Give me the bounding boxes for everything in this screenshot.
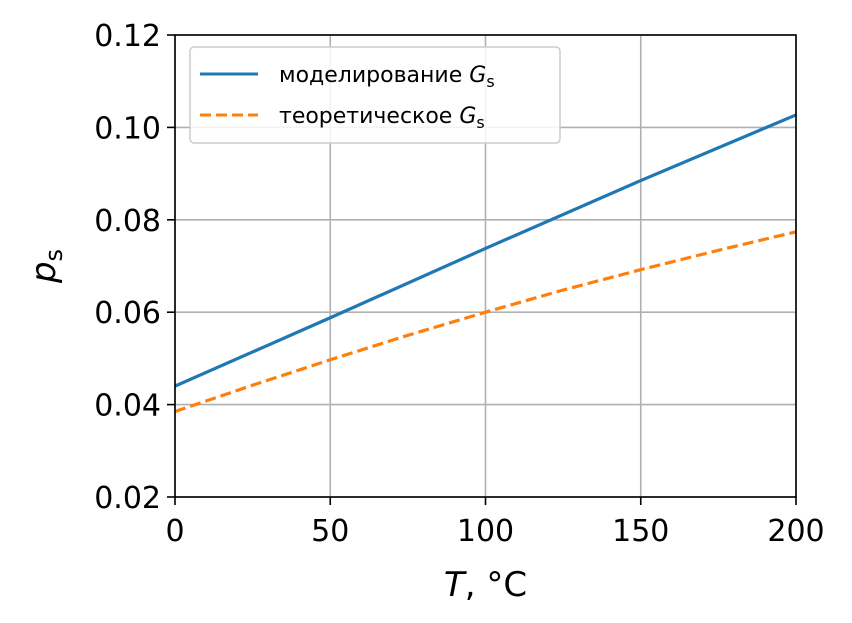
x-tick-label: 200 [767,514,824,549]
x-axis-unit: , °C [465,565,527,605]
x-tick-label: 0 [165,514,184,549]
legend: моделирование Gs теоретическое Gs [189,46,561,144]
legend-var-theory: G [459,104,476,129]
y-tick-label: 0.02 [94,481,161,516]
y-tick-label: 0.10 [94,111,161,146]
y-axis-label: ps [24,249,68,284]
y-axis-var: p [24,261,64,284]
legend-text-model: моделирование [279,63,469,88]
x-tick-label: 150 [612,514,669,549]
x-tick-label: 50 [311,514,349,549]
legend-var-model: G [469,63,486,88]
x-axis-var: T [444,565,467,605]
legend-sub-theory: s [476,113,484,132]
series-line-0 [174,113,797,388]
y-tick-label: 0.12 [94,19,161,54]
series-layer [174,113,797,414]
y-tick-label: 0.06 [94,296,161,331]
x-axis-label: T, °C [444,565,527,605]
y-tick-label: 0.08 [94,204,161,239]
legend-box [189,46,561,144]
y-axis-sub: s [40,249,68,262]
legend-text-theory: теоретическое [279,104,459,129]
legend-label-theory: теоретическое Gs [279,104,485,132]
legend-label-model: моделирование Gs [279,63,495,91]
series-line-1 [174,230,797,414]
legend-sub-model: s [486,72,494,91]
y-tick-label: 0.04 [94,389,161,424]
ticks: 0 50 100 150 200 0.02 0.04 0.06 0.08 0.10 0.12 [94,19,824,549]
x-tick-label: 100 [457,514,514,549]
